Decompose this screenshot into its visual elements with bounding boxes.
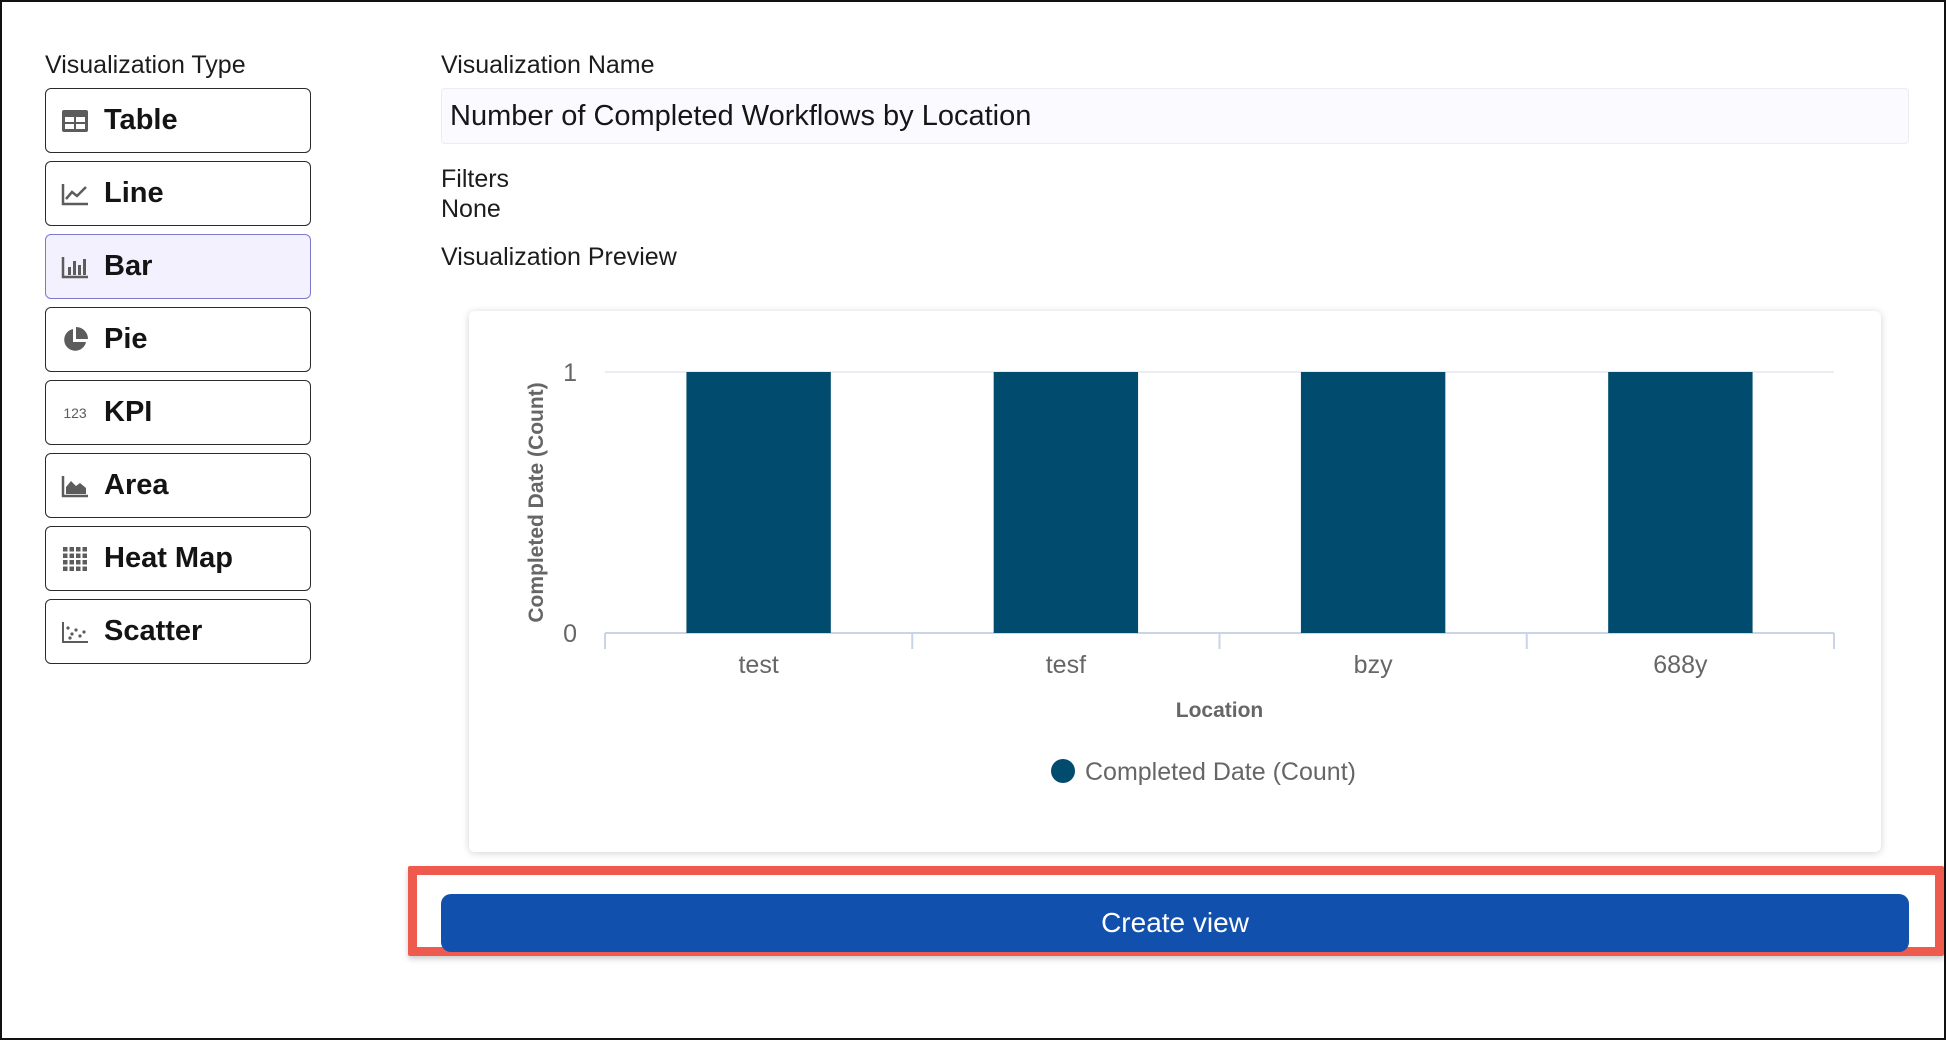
scatter-icon — [60, 617, 90, 647]
create-view-button[interactable]: Create view — [441, 894, 1909, 952]
type-option-label: Line — [104, 177, 164, 209]
heat-map-icon — [60, 544, 90, 574]
type-option-table[interactable]: Table — [45, 88, 311, 153]
legend-label: Completed Date (Count) — [1085, 758, 1356, 786]
y-tick-label: 1 — [563, 359, 577, 387]
filters-label: Filters — [441, 165, 510, 193]
pie-chart-icon — [60, 325, 90, 355]
x-axis-title: Location — [1176, 699, 1264, 722]
bar — [993, 372, 1139, 633]
type-option-line[interactable]: Line — [45, 161, 311, 226]
visualization-type-panel: Visualization Type Table Line Bar Pie — [45, 50, 311, 672]
type-option-heat-map[interactable]: Heat Map — [45, 526, 311, 591]
y-tick-label: 0 — [563, 620, 577, 648]
type-option-label: Pie — [104, 323, 148, 355]
type-option-label: Bar — [104, 250, 153, 282]
visualization-details: Visualization Name Filters None Visualiz… — [441, 50, 1909, 272]
x-tick-label: tesf — [1046, 651, 1086, 679]
bar — [1608, 372, 1753, 633]
x-tick-label: 688y — [1653, 651, 1708, 679]
bar — [686, 372, 831, 633]
type-option-kpi[interactable]: 123 KPI — [45, 380, 311, 445]
visualization-preview-label: Visualization Preview — [441, 243, 677, 271]
bar-chart: 0 1 test tesf bzy 688y Location Completed Date … — [525, 359, 1835, 786]
filters-value: None — [441, 195, 501, 223]
visualization-name-input[interactable] — [441, 88, 1909, 144]
legend-marker — [1051, 759, 1075, 783]
visualization-name-label: Visualization Name — [441, 51, 655, 79]
type-option-area[interactable]: Area — [45, 453, 311, 518]
x-tick-label: bzy — [1354, 651, 1393, 679]
type-option-label: Area — [104, 469, 169, 501]
line-chart-icon — [60, 179, 90, 209]
type-option-label: Scatter — [104, 615, 203, 647]
type-option-bar[interactable]: Bar — [45, 234, 311, 299]
area-chart-icon — [60, 471, 90, 501]
type-option-scatter[interactable]: Scatter — [45, 599, 311, 664]
visualization-type-label: Visualization Type — [45, 51, 246, 79]
y-axis-title: Completed Date (Count) — [525, 382, 548, 622]
bar-chart-icon — [60, 252, 90, 282]
visualization-type-list: Table Line Bar Pie 123 KPI — [45, 88, 311, 664]
type-option-label: Heat Map — [104, 542, 233, 574]
type-option-label: Table — [104, 104, 178, 136]
type-option-pie[interactable]: Pie — [45, 307, 311, 372]
table-icon — [60, 106, 90, 136]
chart-preview-card: 0 1 test tesf bzy 688y Location Completed Date … — [469, 311, 1881, 852]
kpi-icon: 123 — [63, 404, 87, 421]
type-option-label: KPI — [104, 396, 153, 428]
bar — [1300, 372, 1446, 633]
x-tick-label: test — [738, 651, 778, 679]
